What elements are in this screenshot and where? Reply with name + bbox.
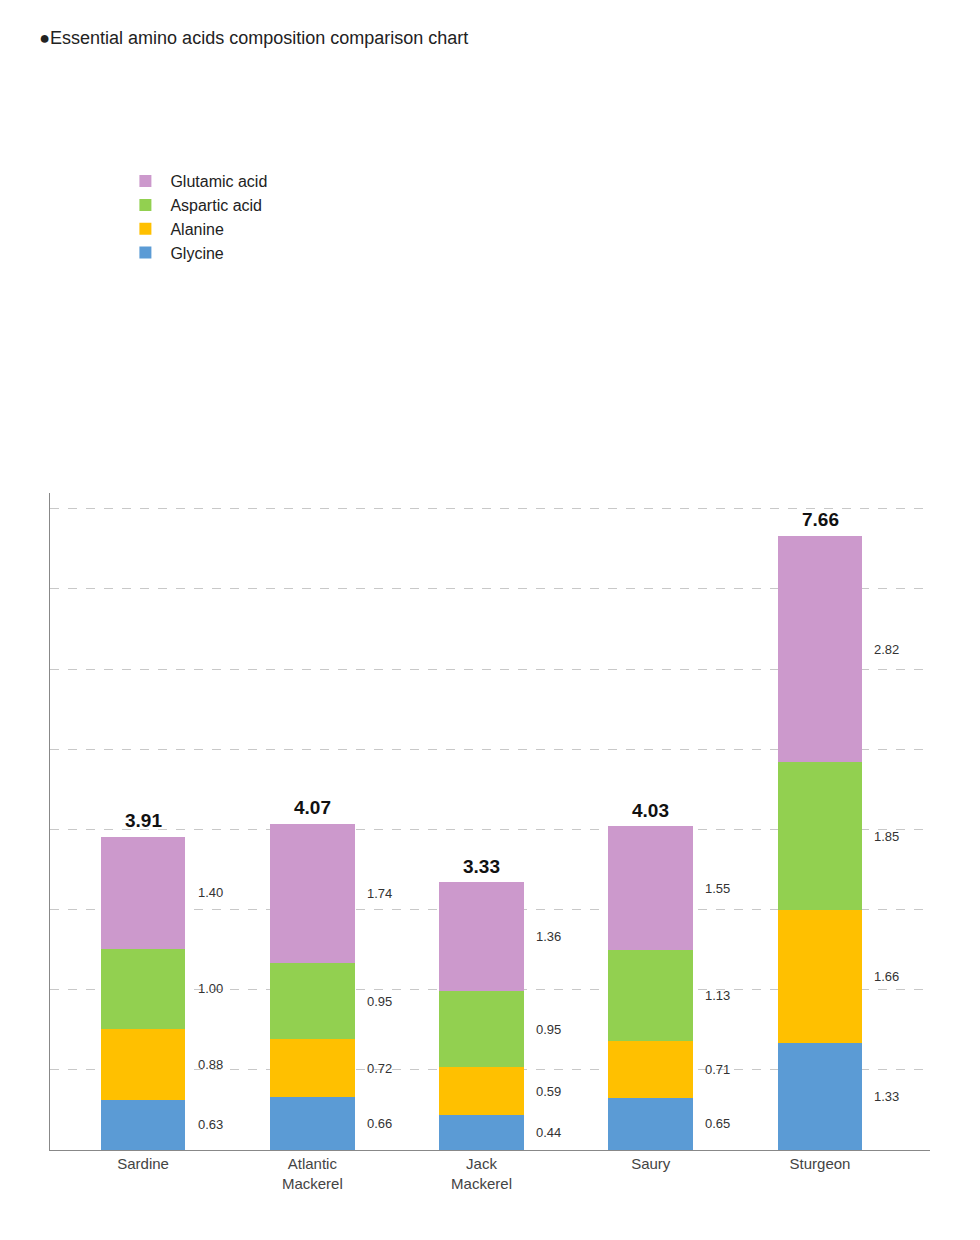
- svg-text:1.55: 1.55: [705, 881, 730, 896]
- svg-text:Glycine: Glycine: [170, 245, 223, 262]
- svg-text:Glutamic acid: Glutamic acid: [170, 173, 267, 190]
- svg-text:0.63: 0.63: [198, 1117, 223, 1132]
- svg-text:0.95: 0.95: [536, 1022, 561, 1037]
- svg-text:1.66: 1.66: [874, 969, 899, 984]
- svg-text:0.71: 0.71: [705, 1062, 730, 1077]
- svg-text:Sturgeon: Sturgeon: [790, 1155, 851, 1172]
- svg-text:3.33: 3.33: [463, 856, 500, 877]
- svg-text:7.66: 7.66: [802, 509, 839, 530]
- svg-text:2.82: 2.82: [874, 642, 899, 657]
- svg-text:Alanine: Alanine: [170, 221, 223, 238]
- svg-text:0.72: 0.72: [367, 1061, 392, 1076]
- svg-text:3.91: 3.91: [125, 810, 162, 831]
- svg-text:JackMackerel: JackMackerel: [451, 1155, 512, 1192]
- svg-text:1.13: 1.13: [705, 988, 730, 1003]
- svg-text:0.88: 0.88: [198, 1057, 223, 1072]
- svg-text:4.03: 4.03: [632, 800, 669, 821]
- svg-text:1.85: 1.85: [874, 829, 899, 844]
- svg-text:4.07: 4.07: [294, 797, 331, 818]
- svg-text:1.40: 1.40: [198, 885, 223, 900]
- svg-text:1.74: 1.74: [367, 886, 392, 901]
- svg-text:Saury: Saury: [631, 1155, 671, 1172]
- svg-text:AtlanticMackerel: AtlanticMackerel: [282, 1155, 343, 1192]
- svg-text:Aspartic acid: Aspartic acid: [170, 197, 262, 214]
- svg-text:Sardine: Sardine: [117, 1155, 169, 1172]
- svg-text:1.00: 1.00: [198, 981, 223, 996]
- svg-text:0.65: 0.65: [705, 1116, 730, 1131]
- svg-text:0.95: 0.95: [367, 994, 392, 1009]
- svg-text:0.44: 0.44: [536, 1125, 561, 1140]
- svg-text:●Essential amino acids composi: ●Essential amino acids composition compa…: [39, 28, 468, 48]
- svg-text:1.33: 1.33: [874, 1089, 899, 1104]
- svg-text:1.36: 1.36: [536, 929, 561, 944]
- svg-text:0.59: 0.59: [536, 1084, 561, 1099]
- svg-text:0.66: 0.66: [367, 1116, 392, 1131]
